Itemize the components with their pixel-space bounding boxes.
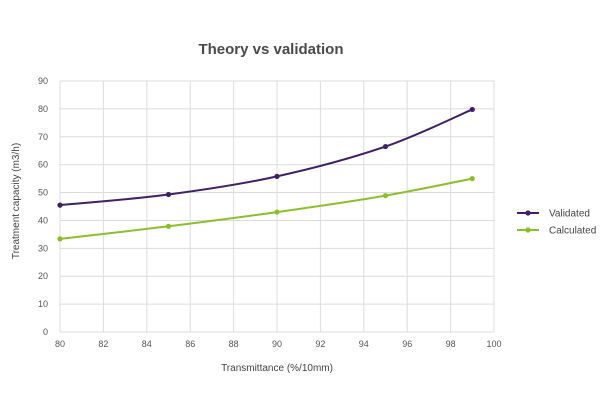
legend: Validated Calculated (517, 209, 596, 237)
legend-item-calculated: Calculated (517, 226, 596, 237)
series-calculated (57, 176, 475, 242)
y-tick-label: 80 (38, 104, 48, 114)
y-tick-label: 30 (38, 243, 48, 253)
x-tick-label: 88 (229, 339, 239, 349)
calculated-line (59, 177, 473, 240)
validated-point (274, 173, 280, 179)
x-tick-label: 90 (272, 339, 282, 349)
x-tick-label: 98 (446, 339, 456, 349)
x-tick-label: 82 (98, 339, 108, 349)
x-axis-ticks: 80 82 84 86 88 90 92 94 96 98 100 (55, 339, 502, 349)
x-tick-label: 92 (315, 339, 325, 349)
x-tick-label: 96 (402, 339, 412, 349)
calculated-point (165, 223, 172, 229)
y-tick-label: 0 (43, 327, 48, 337)
validated-point (57, 202, 63, 208)
x-tick-label: 94 (359, 339, 369, 349)
legend-label-calculated: Calculated (549, 226, 596, 237)
y-tick-label: 20 (38, 271, 48, 281)
calculated-point (57, 236, 63, 242)
x-tick-label: 100 (486, 339, 501, 349)
x-tick-label: 84 (142, 339, 152, 349)
validated-point (165, 191, 172, 198)
validated-point (382, 143, 389, 150)
gridlines (59, 80, 495, 333)
y-tick-label: 60 (38, 160, 48, 170)
y-axis-label: Treatment capacity (m3/h) (11, 143, 22, 259)
y-tick-label: 70 (38, 132, 48, 142)
series-lines (57, 106, 475, 242)
legend-item-validated: Validated (517, 209, 590, 220)
y-axis-ticks: 0 10 20 30 40 50 60 70 80 90 (38, 76, 48, 337)
validated-point (469, 106, 475, 113)
y-tick-label: 40 (38, 215, 48, 225)
y-tick-label: 10 (38, 299, 48, 309)
legend-label-validated: Validated (549, 209, 590, 220)
x-axis-label: Transmittance (%/10mm) (221, 363, 333, 374)
legend-marker-calculated (525, 227, 531, 233)
calculated-point (382, 193, 389, 199)
calculated-point (274, 209, 280, 215)
chart-title: Theory vs validation (198, 41, 343, 58)
x-tick-label: 86 (185, 339, 195, 349)
legend-marker-validated (525, 210, 531, 216)
series-validated (57, 106, 475, 208)
calculated-point (469, 176, 475, 182)
y-tick-label: 90 (38, 76, 48, 86)
x-tick-label: 80 (55, 339, 65, 349)
y-tick-label: 50 (38, 188, 48, 198)
